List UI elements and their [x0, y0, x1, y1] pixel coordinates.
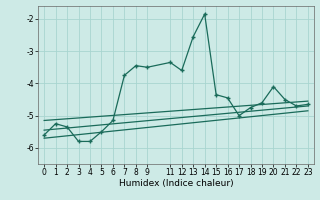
X-axis label: Humidex (Indice chaleur): Humidex (Indice chaleur) — [119, 179, 233, 188]
